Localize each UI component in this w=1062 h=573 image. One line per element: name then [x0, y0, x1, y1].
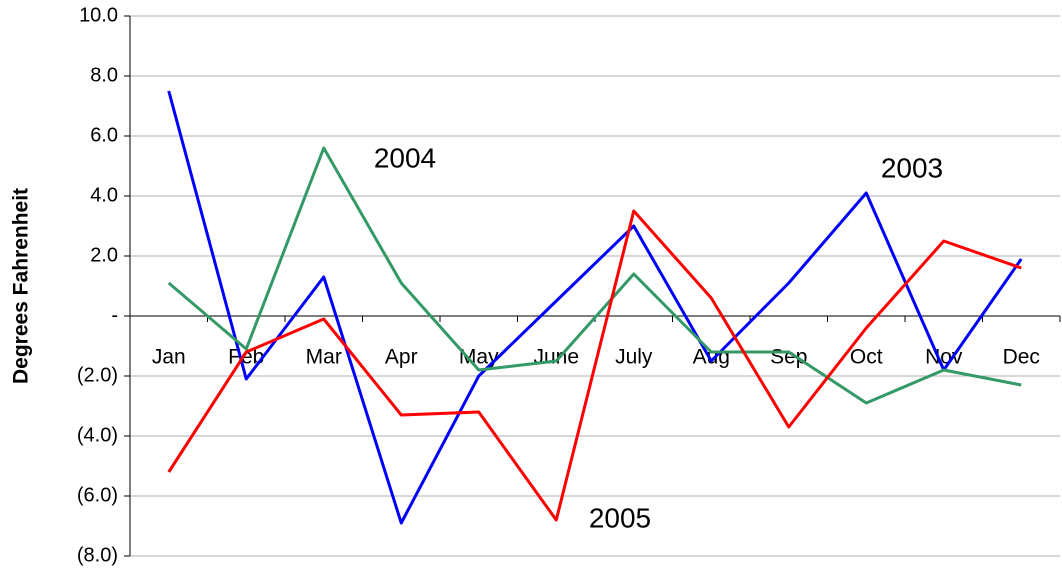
x-tick-label: July — [615, 346, 653, 369]
x-tick-label: Feb — [228, 346, 264, 369]
y-tick-label: 10.0 — [79, 4, 118, 26]
series-label: 2005 — [589, 502, 651, 533]
series-label: 2004 — [374, 142, 436, 173]
x-tick-label: Jan — [152, 346, 186, 369]
y-tick-label: - — [111, 304, 118, 326]
y-tick-label: (8.0) — [77, 544, 118, 566]
y-tick-label: 4.0 — [90, 184, 118, 206]
series-label: 2003 — [881, 152, 943, 183]
y-tick-label: 2.0 — [90, 244, 118, 266]
x-tick-label: Apr — [385, 346, 418, 369]
x-tick-label: Mar — [306, 346, 342, 369]
series-line — [167, 146, 1022, 405]
series-line — [167, 209, 1022, 522]
x-tick-label: Sep — [770, 346, 807, 369]
y-tick-label: 6.0 — [90, 124, 118, 146]
y-tick-label: 8.0 — [90, 64, 118, 86]
y-tick-label: (4.0) — [77, 424, 118, 446]
series-line — [167, 90, 1023, 525]
y-tick-label: (2.0) — [77, 364, 118, 386]
y-tick-label: (6.0) — [77, 484, 118, 506]
x-tick-label: Oct — [850, 346, 883, 369]
x-tick-label: Dec — [1003, 346, 1040, 369]
x-tick-label: May — [459, 346, 499, 369]
y-axis-label: Degrees Fahrenheit — [10, 188, 33, 384]
x-tick-label: June — [533, 346, 579, 369]
